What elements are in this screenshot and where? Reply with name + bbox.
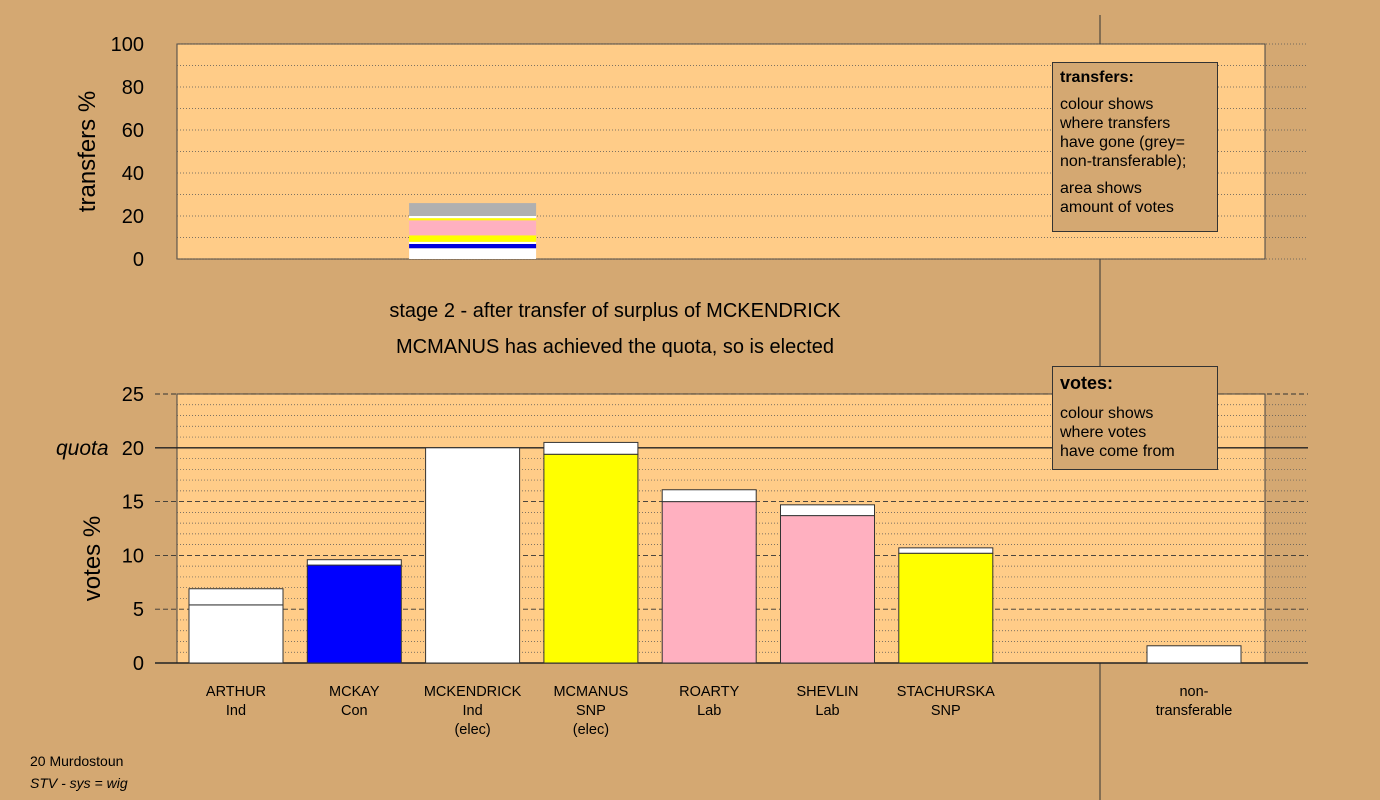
- transfers-legend-title: transfers:: [1060, 69, 1134, 86]
- candidate-label: Con: [341, 703, 368, 719]
- vote-bar-first-pref: [661, 501, 757, 664]
- candidate-label: SNP: [931, 703, 961, 719]
- candidate-label: Ind: [463, 703, 483, 719]
- votes-legend-title: votes:: [1060, 373, 1114, 393]
- candidate-label: STACHURSKA: [897, 684, 995, 700]
- transfer-segment: [409, 203, 537, 216]
- vote-bar-transferred: [306, 559, 402, 566]
- votes-y-axis-label: votes %: [79, 516, 106, 601]
- vote-bar-first-pref: [188, 604, 284, 664]
- candidate-label: MCMANUS: [553, 684, 628, 700]
- candidate-label: MCKENDRICK: [424, 684, 522, 700]
- transfers-legend-line: have gone (grey=: [1060, 134, 1185, 151]
- candidate-label: MCKAY: [329, 684, 380, 700]
- vote-bar-first-pref: [306, 564, 402, 664]
- stage-subtitle: MCMANUS has achieved the quota, so is el…: [396, 336, 834, 358]
- transfer-segment: [409, 220, 537, 236]
- candidate-label: Lab: [697, 703, 721, 719]
- transfers-y-tick: 0: [133, 249, 144, 271]
- candidate-label: SNP: [576, 703, 606, 719]
- stage-title: stage 2 - after transfer of surplus of M…: [389, 300, 841, 322]
- candidate-label: transferable: [1156, 703, 1233, 719]
- votes-legend-line: where votes: [1060, 424, 1147, 441]
- system-label: STV - sys = wig: [30, 775, 128, 791]
- candidate-label: ARTHUR: [206, 684, 266, 700]
- transfer-segment: [409, 248, 537, 259]
- candidate-label: ROARTY: [679, 684, 739, 700]
- votes-y-tick: 5: [133, 599, 144, 621]
- candidate-label: Lab: [815, 703, 839, 719]
- vote-bar-first-pref: [543, 453, 639, 664]
- vote-bar-first-pref: [898, 552, 994, 664]
- transfers-y-tick: 80: [122, 77, 144, 99]
- votes-y-tick: 10: [122, 545, 144, 567]
- transfers-legend: transfers: colour shows where transfers …: [1052, 62, 1218, 232]
- votes-legend-line: colour shows: [1060, 405, 1154, 422]
- candidate-label: (elec): [573, 722, 609, 738]
- candidate-label: Ind: [226, 703, 246, 719]
- vote-bar-transferred: [898, 547, 994, 554]
- votes-y-tick: 20: [122, 438, 144, 460]
- vote-bar-transferred: [661, 489, 757, 503]
- transfers-y-tick: 100: [111, 34, 144, 56]
- quota-label: quota: [56, 437, 109, 460]
- votes-legend-line: have come from: [1060, 443, 1175, 460]
- transfer-segment: [409, 216, 537, 219]
- vote-bar-first-pref: [780, 515, 875, 664]
- votes-y-tick: 0: [133, 653, 144, 675]
- candidate-label: (elec): [454, 722, 490, 738]
- transfers-legend-line: colour shows: [1060, 96, 1154, 113]
- candidate-label: SHEVLIN: [796, 684, 858, 700]
- transfers-legend-line: where transfers: [1060, 115, 1171, 132]
- transfer-segment: [409, 241, 537, 244]
- ward-name: 20 Murdostoun: [30, 753, 124, 769]
- vote-bar-transferred: [1146, 645, 1242, 664]
- transfers-y-tick: 40: [122, 163, 144, 185]
- candidate-label: non-: [1179, 684, 1208, 700]
- transfers-y-tick: 20: [122, 206, 144, 228]
- transfer-segment: [409, 243, 537, 249]
- transfers-legend-line: non-transferable);: [1060, 153, 1187, 170]
- votes-legend: votes: colour shows where votes have com…: [1052, 366, 1218, 470]
- vote-bar-transferred: [543, 441, 639, 455]
- vote-bar-first-pref: [425, 447, 521, 664]
- transfers-y-axis-label: transfers %: [74, 91, 101, 212]
- transfers-legend-line: amount of votes: [1060, 199, 1174, 216]
- transfers-y-tick: 60: [122, 120, 144, 142]
- votes-y-tick: 15: [122, 492, 144, 514]
- transfers-legend-line: area shows: [1060, 180, 1142, 197]
- vote-bar-transferred: [188, 588, 284, 606]
- votes-y-tick: 25: [122, 384, 144, 406]
- vote-bar-transferred: [780, 504, 875, 517]
- transfer-segment: [409, 235, 537, 242]
- transfer-segment: [409, 218, 537, 221]
